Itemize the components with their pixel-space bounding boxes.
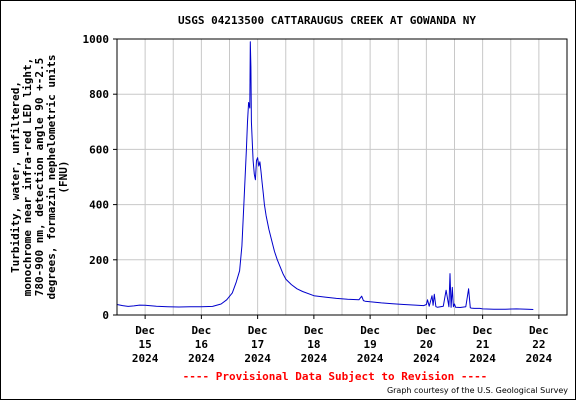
plot-area <box>116 38 568 316</box>
y-axis-label-line: degrees, formazin nephelometric units <box>45 54 58 299</box>
x-tick-label: Dec <box>416 324 436 337</box>
x-tick-label: 17 <box>251 338 264 351</box>
x-tick-label: 2024 <box>244 352 271 365</box>
x-tick-label: 22 <box>532 338 545 351</box>
chart-title: USGS 04213500 CATTARAUGUS CREEK AT GOWAN… <box>178 14 476 27</box>
x-tick-label: 2024 <box>188 352 215 365</box>
x-tick-label: 21 <box>476 338 490 351</box>
y-tick-label: 0 <box>102 309 109 322</box>
x-tick-label: 2024 <box>357 352 384 365</box>
x-tick-label: Dec <box>473 324 493 337</box>
x-tick-label: Dec <box>304 324 324 337</box>
y-axis-label-line: 780-900 nm, detection angle 90 +-2.5 <box>33 58 46 296</box>
y-tick-label: 600 <box>89 143 109 156</box>
provisional-notice: ---- Provisional Data Subject to Revisio… <box>183 370 488 383</box>
x-tick-label: 20 <box>420 338 433 351</box>
x-tick-label: 2024 <box>301 352 328 365</box>
y-axis-label-line: (FNU) <box>57 160 70 193</box>
y-tick-label: 400 <box>89 199 109 212</box>
y-tick-label: 800 <box>89 88 109 101</box>
x-tick-label: Dec <box>248 324 268 337</box>
x-tick-label: 2024 <box>469 352 496 365</box>
x-tick-label: Dec <box>529 324 549 337</box>
x-tick-label: 19 <box>364 338 377 351</box>
x-tick-label: 15 <box>139 338 152 351</box>
y-tick-label: 1000 <box>83 33 110 46</box>
grid <box>117 38 567 315</box>
x-tick-label: 16 <box>195 338 209 351</box>
usgs-courtesy: Graph courtesy of the U.S. Geological Su… <box>387 386 568 395</box>
y-axis-label-line: monochrome near infra-red LED light, <box>21 58 34 296</box>
x-tick-label: 18 <box>307 338 320 351</box>
data-series <box>116 41 534 310</box>
x-tick-label: Dec <box>135 324 155 337</box>
y-axis-ticks: 0 200 400 600 800 1000 <box>83 33 117 322</box>
y-tick-label: 200 <box>89 254 109 267</box>
x-tick-label: 2024 <box>132 352 159 365</box>
y-axis-label-line: Turbidity, water, unfiltered, <box>9 81 22 273</box>
x-tick-label: Dec <box>360 324 380 337</box>
x-tick-label: Dec <box>191 324 211 337</box>
x-tick-label: 2024 <box>413 352 440 365</box>
y-axis-label: Turbidity, water, unfiltered, monochrome… <box>9 54 70 299</box>
x-axis-ticks: Dec152024Dec162024Dec172024Dec182024Dec1… <box>132 315 553 365</box>
x-tick-label: 2024 <box>526 352 553 365</box>
turbidity-line <box>116 41 534 310</box>
